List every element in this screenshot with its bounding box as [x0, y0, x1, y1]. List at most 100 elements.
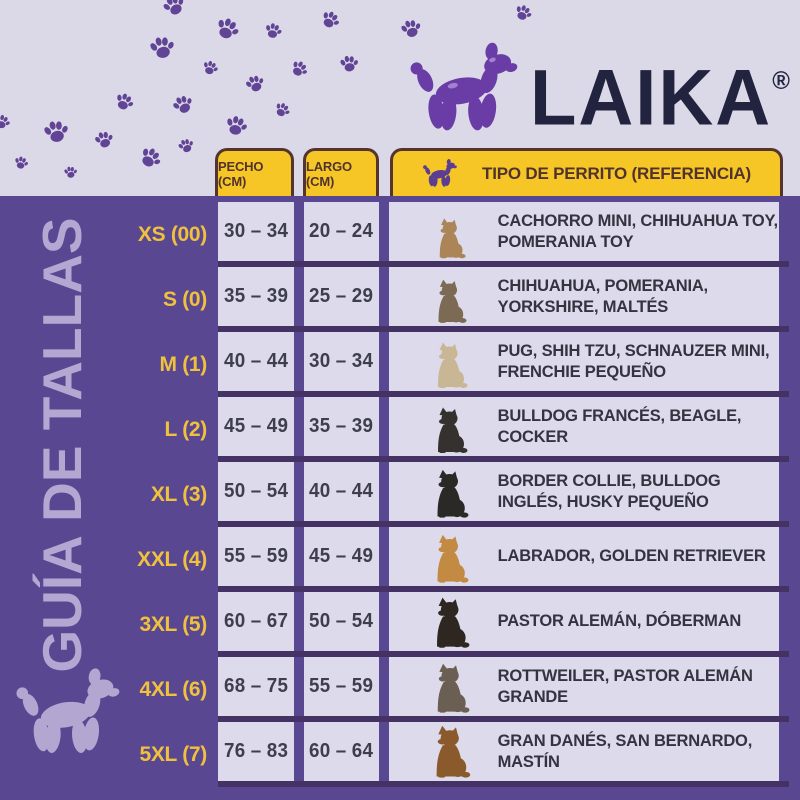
paw-print-icon — [284, 54, 314, 84]
length-range-cell: 35 – 39 — [304, 397, 379, 456]
breed-list-text: PUG, SHIH TZU, SCHNAUZER MINI, FRENCHIE … — [497, 341, 770, 381]
dog-type-header-label: TIPO DE PERRITO (REFERENCIA) — [482, 163, 751, 183]
row-cells: 45 – 49 35 – 39 BULLDOG FRANCÉS, BEAGLE,… — [218, 397, 789, 462]
chest-range-cell: 45 – 49 — [218, 397, 294, 456]
doberman-photo — [407, 593, 490, 651]
paw-print-icon — [11, 153, 32, 174]
paw-print-icon — [109, 87, 140, 118]
paw-print-icon — [155, 0, 193, 25]
chest-range-value: 55 – 59 — [223, 545, 289, 567]
table-row: XL (3) 50 – 54 40 – 44 BORDER COLLIE, BU… — [0, 462, 800, 527]
rottweiler-photo — [407, 658, 490, 716]
chihuahua-photo — [407, 203, 490, 261]
row-cells: 60 – 67 50 – 54 PASTOR ALEMÁN, DÓBERMAN — [218, 592, 789, 657]
breed-reference-cell: BORDER COLLIE, BULLDOG INGLÉS, HUSKY PEQ… — [389, 462, 779, 521]
paw-print-icon — [198, 56, 222, 80]
row-cells: 68 – 75 55 – 59 ROTTWEILER, PASTOR ALEMÁ… — [218, 657, 789, 722]
row-cells: 30 – 34 20 – 24 CACHORRO MINI, CHIHUAHUA… — [218, 202, 789, 267]
breed-list-text: LABRADOR, GOLDEN RETRIEVER — [497, 547, 766, 566]
length-range-cell: 60 – 64 — [304, 722, 379, 781]
chest-range-cell: 76 – 83 — [218, 722, 294, 781]
balloon-dog-icon — [422, 159, 458, 189]
paw-print-icon — [269, 97, 296, 124]
border-collie-photo — [407, 463, 490, 521]
shih-tzu-photo — [407, 333, 490, 391]
size-label: 5XL (7) — [139, 742, 207, 766]
breed-reference-cell: GRAN DANÉS, SAN BERNARDO, MASTÍN — [389, 722, 779, 781]
length-range-cell: 40 – 44 — [304, 462, 379, 521]
paw-print-icon — [509, 0, 537, 27]
table-row: L (2) 45 – 49 35 – 39 BULLDOG FRANCÉS, B… — [0, 397, 800, 462]
table-row: S (0) 35 – 39 25 – 29 CHIHUAHUA, POMERAN… — [0, 267, 800, 332]
length-range-value: 35 – 39 — [309, 415, 374, 437]
row-cells: 76 – 83 60 – 64 GRAN DANÉS, SAN BERNARDO… — [218, 722, 789, 787]
length-range-value: 25 – 29 — [309, 285, 374, 307]
paw-print-icon — [0, 110, 14, 134]
table-row: 4XL (6) 68 – 75 55 – 59 ROTTWEILER, PAST… — [0, 657, 800, 722]
size-label: XL (3) — [150, 482, 207, 506]
length-range-value: 20 – 24 — [309, 220, 374, 242]
length-range-value: 60 – 64 — [309, 740, 374, 762]
breed-reference-cell: CHIHUAHUA, POMERANIA, YORKSHIRE, MALTÉS — [389, 267, 779, 326]
chest-range-value: 76 – 83 — [223, 740, 289, 762]
paw-print-icon — [173, 133, 200, 160]
breed-reference-cell: LABRADOR, GOLDEN RETRIEVER — [389, 527, 779, 586]
header-banner: LAIKA® PECHO (CM) LARGO (CM) TIPO DE PER… — [0, 0, 800, 196]
chest-header-label: PECHO (CM) — [218, 158, 264, 189]
table-row: XXL (4) 55 – 59 45 – 49 LABRADOR, GOLDEN… — [0, 527, 800, 592]
length-range-cell: 50 – 54 — [304, 592, 379, 651]
breed-list-text: CACHORRO MINI, CHIHUAHUA TOY, POMERANIA … — [497, 211, 778, 251]
chest-range-cell: 55 – 59 — [218, 527, 294, 586]
length-range-cell: 20 – 24 — [304, 202, 379, 261]
table-row: 3XL (5) 60 – 67 50 – 54 PASTOR ALEMÁN, D… — [0, 592, 800, 657]
chest-range-cell: 50 – 54 — [218, 462, 294, 521]
chest-range-cell: 30 – 34 — [218, 202, 294, 261]
chest-range-cell: 35 – 39 — [218, 267, 294, 326]
row-cells: 55 – 59 45 – 49 LABRADOR, GOLDEN RETRIEV… — [218, 527, 789, 592]
size-label: M (1) — [159, 352, 208, 376]
brand-name-text: LAIKA — [530, 53, 773, 142]
chest-range-value: 40 – 44 — [223, 350, 289, 372]
paw-print-icon — [239, 68, 271, 100]
breed-list-text: GRAN DANÉS, SAN BERNARDO, MASTÍN — [497, 731, 753, 771]
row-cells: 50 – 54 40 – 44 BORDER COLLIE, BULLDOG I… — [218, 462, 789, 527]
breed-reference-cell: CACHORRO MINI, CHIHUAHUA TOY, POMERANIA … — [389, 202, 779, 261]
column-header-length: LARGO (CM) — [303, 148, 379, 196]
length-range-cell: 30 – 34 — [304, 332, 379, 391]
breed-list-text: ROTTWEILER, PASTOR ALEMÁN GRANDE — [497, 666, 753, 706]
breed-list-text: CHIHUAHUA, POMERANIA, YORKSHIRE, MALTÉS — [497, 276, 709, 316]
chest-range-cell: 40 – 44 — [218, 332, 294, 391]
balloon-dog-logo-icon — [408, 42, 520, 138]
chest-range-cell: 60 – 67 — [218, 592, 294, 651]
row-cells: 40 – 44 30 – 34 PUG, SHIH TZU, SCHNAUZER… — [218, 332, 789, 397]
paw-print-icon — [165, 87, 201, 123]
length-range-cell: 25 – 29 — [304, 267, 379, 326]
paw-print-icon — [260, 18, 285, 43]
length-range-value: 30 – 34 — [309, 350, 374, 372]
paw-print-icon — [208, 10, 246, 48]
size-label: S (0) — [162, 287, 207, 311]
chest-range-value: 68 – 75 — [223, 675, 289, 697]
breed-list-text: BORDER COLLIE, BULLDOG INGLÉS, HUSKY PEQ… — [497, 471, 721, 511]
column-header-dog-type: TIPO DE PERRITO (REFERENCIA) — [390, 148, 783, 196]
breed-reference-cell: BULLDOG FRANCÉS, BEAGLE, COCKER — [389, 397, 779, 456]
mastiff-photo — [407, 723, 490, 781]
yorkshire-photo — [407, 268, 490, 326]
paw-print-icon — [335, 50, 363, 78]
length-range-cell: 55 – 59 — [304, 657, 379, 716]
breed-reference-cell: PUG, SHIH TZU, SCHNAUZER MINI, FRENCHIE … — [389, 332, 779, 391]
column-header-chest: PECHO (CM) — [215, 148, 294, 196]
table-row: M (1) 40 – 44 30 – 34 PUG, SHIH TZU, SCH… — [0, 332, 800, 397]
length-range-value: 50 – 54 — [309, 610, 374, 632]
size-label: 4XL (6) — [139, 677, 207, 701]
row-cells: 35 – 39 25 – 29 CHIHUAHUA, POMERANIA, YO… — [218, 267, 789, 332]
length-range-value: 55 – 59 — [309, 675, 374, 697]
paw-print-icon — [89, 125, 120, 156]
registered-trademark-symbol: ® — [772, 67, 790, 96]
golden-retriever-photo — [407, 528, 490, 586]
length-header-label: LARGO (CM) — [306, 158, 352, 189]
size-label: XS (00) — [137, 222, 207, 246]
breed-list-text: PASTOR ALEMÁN, DÓBERMAN — [497, 612, 742, 631]
breed-reference-cell: PASTOR ALEMÁN, DÓBERMAN — [389, 592, 779, 651]
